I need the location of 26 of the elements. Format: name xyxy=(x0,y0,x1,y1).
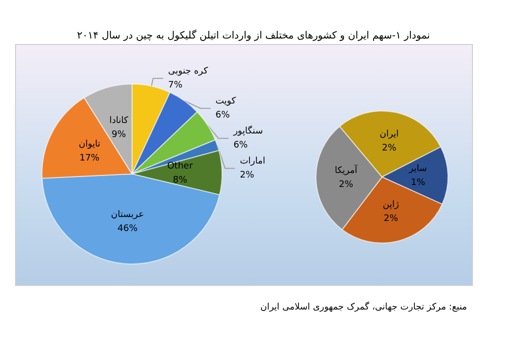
slice-label: کانادا xyxy=(109,116,129,126)
data-label: 46% xyxy=(118,224,138,234)
chart-title: نمودار ۱-سهم ایران و کشورهای مختلف از واردات اتیلن گلیکول به چین در سال ۲۰۱۴ xyxy=(77,30,430,42)
data-label: 2% xyxy=(384,214,398,224)
data-label: 2% xyxy=(382,144,397,154)
slice-label: آمریکا xyxy=(334,164,358,176)
slice-label: کره جنوبی xyxy=(168,66,209,76)
slice-label: Other xyxy=(167,161,194,172)
slice-label: سایر xyxy=(408,164,427,174)
data-label: 8% xyxy=(172,175,188,186)
data-label: 1% xyxy=(410,178,426,188)
slice-label: عربستان xyxy=(111,210,144,220)
data-label: 17% xyxy=(79,154,100,164)
slice-label: کویت xyxy=(215,96,236,106)
slice-label: ایران xyxy=(380,130,399,140)
slice-label: ژاپن xyxy=(382,200,399,210)
data-label: 2% xyxy=(338,180,354,190)
data-label: 6% xyxy=(215,110,230,120)
slice-label: سنگاپور xyxy=(232,124,263,136)
data-label: 7% xyxy=(168,80,183,90)
data-label: 2% xyxy=(240,170,255,180)
text: منبع: مرکز تجارت جهانی، گمرک جمهوری اسلامی ایران xyxy=(260,300,468,312)
data-label: 6% xyxy=(233,140,248,150)
data-label: 9% xyxy=(112,130,126,140)
slice-label: امارات xyxy=(240,156,266,166)
slice-label: تایوان xyxy=(78,140,101,150)
